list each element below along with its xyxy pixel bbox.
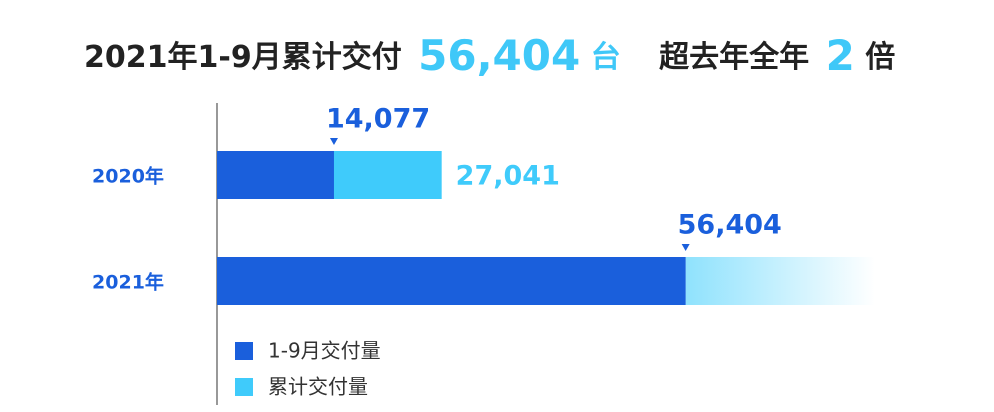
value-label: 56,404 <box>678 210 782 241</box>
bar <box>217 257 686 305</box>
legend-swatch <box>235 378 253 396</box>
pointer <box>681 244 690 251</box>
bar <box>217 151 334 199</box>
value-label: 27,041 <box>456 161 560 192</box>
pointer <box>329 138 338 145</box>
legend-label: 累计交付量 <box>268 375 368 399</box>
title-part: 56,404 <box>418 31 580 80</box>
title-part: 2021年1-9月累计交付 <box>84 40 402 75</box>
y-tick-label: 2021年 <box>92 271 164 294</box>
title-part: 超去年全年 <box>659 40 809 75</box>
title-part: 台 <box>591 40 621 75</box>
legend-label: 1-9月交付量 <box>268 339 381 363</box>
y-tick-label: 2020年 <box>92 165 164 188</box>
title-part: 倍 <box>865 40 895 75</box>
legend-swatch <box>235 342 253 360</box>
title-part: 2 <box>826 31 855 80</box>
value-label: 14,077 <box>326 104 430 135</box>
fade <box>685 257 875 305</box>
chart-title: 2021年1-9月累计交付 56,404 台 超去年全年 2 倍 <box>84 31 895 80</box>
